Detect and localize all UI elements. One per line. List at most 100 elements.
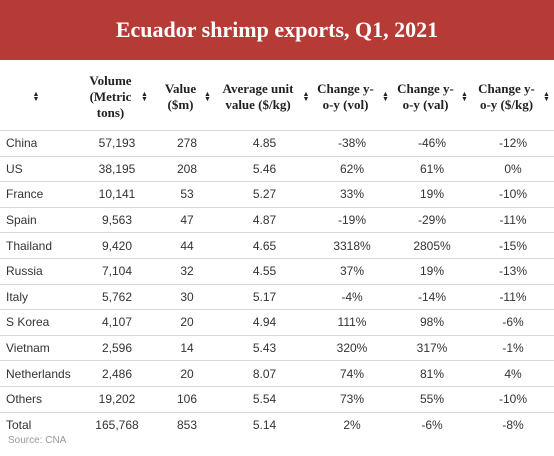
table-cell-change-val: -6% <box>392 411 472 438</box>
table-cell-change-vol: 33% <box>312 181 392 208</box>
table-cell-unit-value: 5.14 <box>217 411 312 438</box>
table-cell-unit-value: 5.54 <box>217 385 312 413</box>
column-header-label: Average unit value ($/kg) <box>222 81 294 112</box>
column-header-value[interactable]: Value ($m) ▲ ▼ <box>157 64 217 131</box>
table-cell-volume: 9,563 <box>77 206 157 233</box>
table-cell-volume: 10,141 <box>77 181 157 208</box>
column-header-volume[interactable]: Volume (Metric tons) ▲ ▼ <box>77 64 157 131</box>
table-cell-value: 278 <box>157 130 217 157</box>
table-cell-value: 106 <box>157 385 217 413</box>
table-cell-volume: 165,768 <box>77 411 157 438</box>
table-cell-change-vol: -38% <box>312 130 392 157</box>
table-cell-change-val: 19% <box>392 257 472 285</box>
table-cell-change-val: 81% <box>392 360 472 387</box>
table-cell-unit-value: 8.07 <box>217 360 312 387</box>
sort-arrows-icon[interactable]: ▲ ▼ <box>461 90 468 103</box>
table-cell-change-unit: 4% <box>472 360 554 387</box>
sort-arrows-icon[interactable]: ▲ ▼ <box>382 90 389 103</box>
table-cell-change-val: -46% <box>392 130 472 157</box>
table-cell-value: 44 <box>157 232 217 259</box>
table-cell-value: 47 <box>157 206 217 233</box>
table-cell-change-vol: 111% <box>312 309 392 336</box>
table-cell-country: France <box>0 181 77 208</box>
table-cell-change-vol: 62% <box>312 155 392 182</box>
table-row: S Korea 4,107 20 4.94 111% 98% -6% <box>0 309 554 336</box>
column-header-change-val[interactable]: Change y-o-y (val) ▲ ▼ <box>392 64 472 131</box>
table-cell-value: 30 <box>157 283 217 310</box>
column-header-country[interactable]: ▲ ▼ <box>0 64 77 131</box>
table-cell-change-unit: -6% <box>472 309 554 336</box>
table-cell-volume: 38,195 <box>77 155 157 182</box>
table-cell-change-val: 61% <box>392 155 472 182</box>
table-row-total: Total 165,768 853 5.14 2% -6% -8% <box>0 411 554 438</box>
table-cell-value: 53 <box>157 181 217 208</box>
table-cell-change-val: 2805% <box>392 232 472 259</box>
sort-arrows-icon[interactable]: ▲ ▼ <box>204 90 211 103</box>
column-header-label: Change y-o-y ($/kg) <box>478 81 535 112</box>
column-header-change-unit[interactable]: Change y-o-y ($/kg) ▲ ▼ <box>472 64 554 131</box>
table-cell-change-vol: -4% <box>312 283 392 310</box>
table-row: Vietnam 2,596 14 5.43 320% 317% -1% <box>0 334 554 361</box>
title-banner: Ecuador shrimp exports, Q1, 2021 <box>0 0 554 60</box>
table-row: US 38,195 208 5.46 62% 61% 0% <box>0 155 554 182</box>
table-cell-change-unit: -10% <box>472 181 554 208</box>
table-cell-country: Others <box>0 385 77 413</box>
table-cell-change-unit: -12% <box>472 130 554 157</box>
table-cell-value: 20 <box>157 360 217 387</box>
table-cell-change-vol: 320% <box>312 334 392 361</box>
table-cell-change-unit: -11% <box>472 206 554 233</box>
table-cell-unit-value: 4.85 <box>217 130 312 157</box>
sort-arrows-icon[interactable]: ▲ ▼ <box>302 90 310 103</box>
table-cell-volume: 5,762 <box>77 283 157 310</box>
table-cell-country: Thailand <box>0 232 77 259</box>
sort-arrows-icon[interactable]: ▲ ▼ <box>543 90 550 103</box>
sort-arrows-icon[interactable]: ▲ ▼ <box>32 90 40 103</box>
table-row: France 10,141 53 5.27 33% 19% -10% <box>0 181 554 208</box>
table-cell-change-vol: 2% <box>312 411 392 438</box>
sort-arrows-icon[interactable]: ▲ ▼ <box>141 90 148 103</box>
table-cell-volume: 4,107 <box>77 309 157 336</box>
table-cell-country: China <box>0 130 77 157</box>
table-cell-value: 20 <box>157 309 217 336</box>
table-cell-country: US <box>0 155 77 182</box>
exports-table: ▲ ▼ Volume (Metric tons) ▲ ▼ Value ($m) ▲ ▼ A… <box>0 64 554 438</box>
table-cell-value: 14 <box>157 334 217 361</box>
column-header-label: Change y-o-y (vol) <box>317 81 374 112</box>
table-row: Italy 5,762 30 5.17 -4% -14% -11% <box>0 283 554 310</box>
table-cell-volume: 19,202 <box>77 385 157 413</box>
table-cell-change-unit: 0% <box>472 155 554 182</box>
table-cell-change-vol: 37% <box>312 257 392 285</box>
table-cell-country: S Korea <box>0 309 77 336</box>
table-cell-change-unit: -1% <box>472 334 554 361</box>
column-header-change-vol[interactable]: Change y-o-y (vol) ▲ ▼ <box>312 64 392 131</box>
column-header-label: Volume (Metric tons) <box>89 73 132 120</box>
table-row: Russia 7,104 32 4.55 37% 19% -13% <box>0 257 554 285</box>
table-row: Spain 9,563 47 4.87 -19% -29% -11% <box>0 206 554 233</box>
table-cell-change-val: -29% <box>392 206 472 233</box>
table-cell-volume: 9,420 <box>77 232 157 259</box>
table-cell-value: 208 <box>157 155 217 182</box>
table-cell-change-val: 98% <box>392 309 472 336</box>
table-cell-change-val: -14% <box>392 283 472 310</box>
table-cell-change-unit: -10% <box>472 385 554 413</box>
table-row: China 57,193 278 4.85 -38% -46% -12% <box>0 130 554 157</box>
table-cell-change-vol: -19% <box>312 206 392 233</box>
table-cell-country: Netherlands <box>0 360 77 387</box>
column-header-unit-value[interactable]: Average unit value ($/kg) ▲ ▼ <box>217 64 312 131</box>
table-row: Others 19,202 106 5.54 73% 55% -10% <box>0 385 554 413</box>
table-cell-change-unit: -8% <box>472 411 554 438</box>
table-cell-value: 32 <box>157 257 217 285</box>
table-cell-change-unit: -15% <box>472 232 554 259</box>
table-cell-unit-value: 5.43 <box>217 334 312 361</box>
table-cell-value: 853 <box>157 411 217 438</box>
table-cell-volume: 2,486 <box>77 360 157 387</box>
table-cell-unit-value: 4.65 <box>217 232 312 259</box>
table-cell-change-vol: 3318% <box>312 232 392 259</box>
source-note: Source: CNA <box>8 435 67 446</box>
table-cell-unit-value: 5.17 <box>217 283 312 310</box>
table-cell-country: Spain <box>0 206 77 233</box>
header-row: ▲ ▼ Volume (Metric tons) ▲ ▼ Value ($m) ▲ ▼ A… <box>0 64 554 131</box>
table-row: Netherlands 2,486 20 8.07 74% 81% 4% <box>0 360 554 387</box>
chart-title: Ecuador shrimp exports, Q1, 2021 <box>115 17 439 42</box>
table-cell-unit-value: 4.55 <box>217 257 312 285</box>
